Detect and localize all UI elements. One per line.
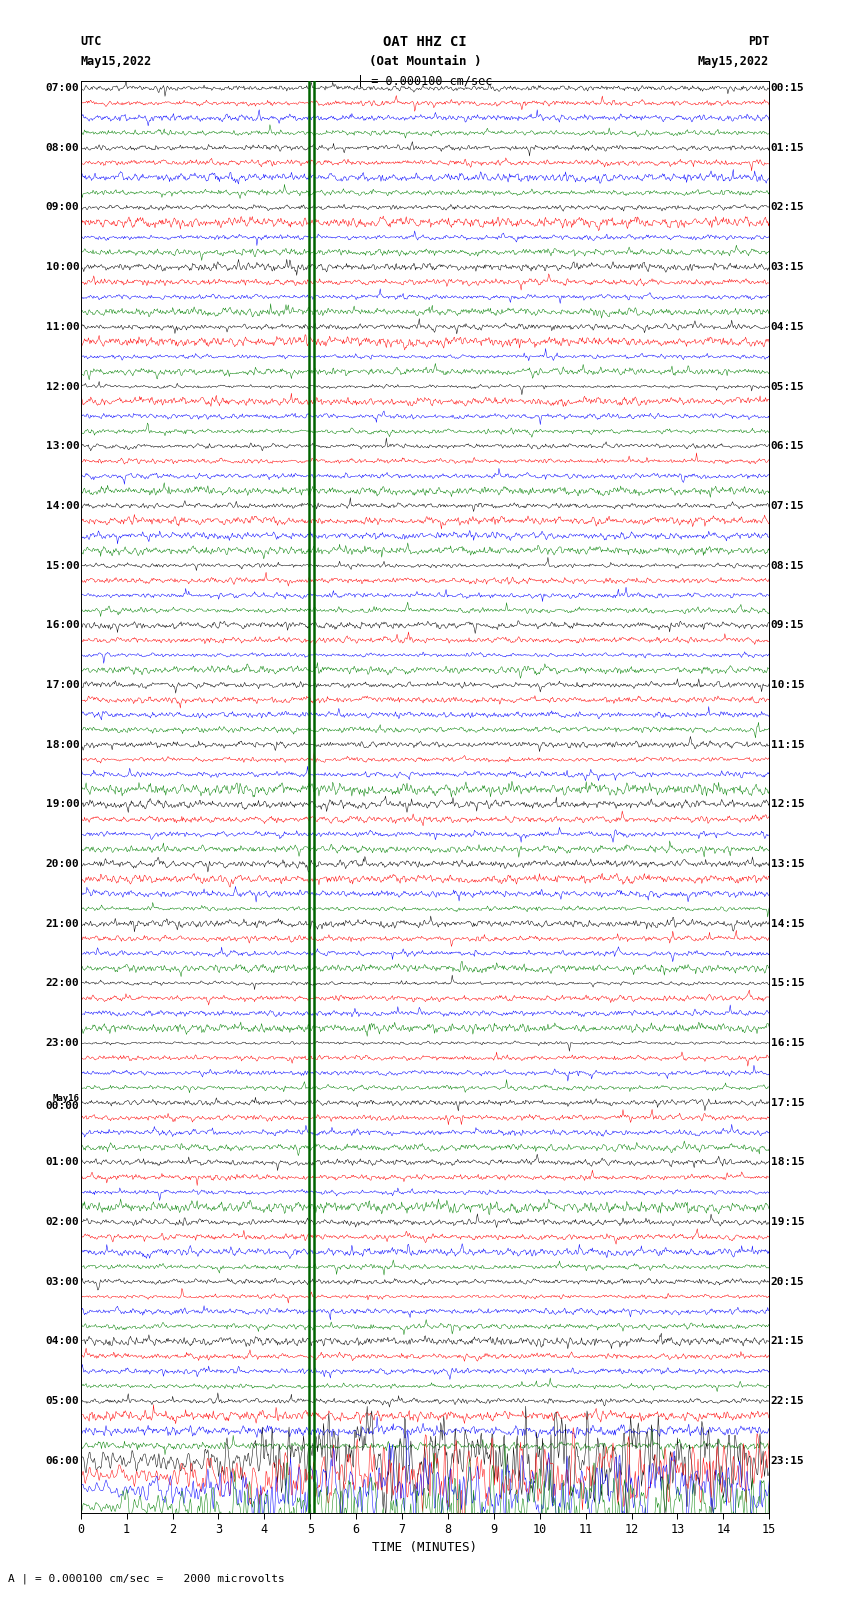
Text: 02:15: 02:15 [771,203,804,213]
Text: 14:15: 14:15 [771,919,804,929]
Text: (Oat Mountain ): (Oat Mountain ) [369,55,481,68]
Text: | = 0.000100 cm/sec: | = 0.000100 cm/sec [357,74,493,87]
Text: 12:15: 12:15 [771,800,804,810]
Text: 20:15: 20:15 [771,1277,804,1287]
Text: 00:00: 00:00 [46,1100,79,1111]
Text: OAT HHZ CI: OAT HHZ CI [383,35,467,50]
Text: A | = 0.000100 cm/sec =   2000 microvolts: A | = 0.000100 cm/sec = 2000 microvolts [8,1573,286,1584]
Text: 22:00: 22:00 [46,979,79,989]
Text: PDT: PDT [748,35,769,48]
Text: 00:15: 00:15 [771,84,804,94]
Text: 14:00: 14:00 [46,502,79,511]
Text: 05:15: 05:15 [771,382,804,392]
Text: 23:15: 23:15 [771,1457,804,1466]
Text: 07:15: 07:15 [771,502,804,511]
Text: 05:00: 05:00 [46,1397,79,1407]
Text: 21:00: 21:00 [46,919,79,929]
Text: 04:15: 04:15 [771,323,804,332]
Text: 01:00: 01:00 [46,1158,79,1168]
Text: 07:00: 07:00 [46,84,79,94]
Text: 20:00: 20:00 [46,860,79,869]
Text: 18:00: 18:00 [46,740,79,750]
Text: 08:15: 08:15 [771,561,804,571]
Text: 01:15: 01:15 [771,144,804,153]
Text: 23:00: 23:00 [46,1039,79,1048]
Text: 06:00: 06:00 [46,1457,79,1466]
Text: 03:15: 03:15 [771,263,804,273]
X-axis label: TIME (MINUTES): TIME (MINUTES) [372,1540,478,1553]
Text: May15,2022: May15,2022 [81,55,152,68]
Text: 15:00: 15:00 [46,561,79,571]
Text: 15:15: 15:15 [771,979,804,989]
Text: 09:00: 09:00 [46,203,79,213]
Text: 21:15: 21:15 [771,1337,804,1347]
Text: 17:00: 17:00 [46,681,79,690]
Text: 09:15: 09:15 [771,621,804,631]
Text: 13:15: 13:15 [771,860,804,869]
Text: 03:00: 03:00 [46,1277,79,1287]
Text: 19:15: 19:15 [771,1218,804,1227]
Text: 19:00: 19:00 [46,800,79,810]
Text: UTC: UTC [81,35,102,48]
Text: 12:00: 12:00 [46,382,79,392]
Text: 13:00: 13:00 [46,442,79,452]
Text: 04:00: 04:00 [46,1337,79,1347]
Text: 10:15: 10:15 [771,681,804,690]
Text: 16:00: 16:00 [46,621,79,631]
Text: 11:00: 11:00 [46,323,79,332]
Text: 10:00: 10:00 [46,263,79,273]
Text: 06:15: 06:15 [771,442,804,452]
Text: 18:15: 18:15 [771,1158,804,1168]
Text: 17:15: 17:15 [771,1098,804,1108]
Text: 16:15: 16:15 [771,1039,804,1048]
Text: 11:15: 11:15 [771,740,804,750]
Text: 08:00: 08:00 [46,144,79,153]
Text: May15,2022: May15,2022 [698,55,769,68]
Text: May16: May16 [53,1094,79,1103]
Text: 22:15: 22:15 [771,1397,804,1407]
Text: 02:00: 02:00 [46,1218,79,1227]
